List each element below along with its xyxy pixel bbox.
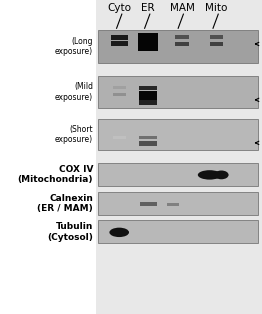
Ellipse shape (109, 228, 129, 237)
Text: Cyto: Cyto (107, 3, 131, 13)
Text: (Mild
exposure): (Mild exposure) (55, 82, 93, 102)
FancyBboxPatch shape (113, 93, 126, 96)
FancyBboxPatch shape (210, 42, 223, 46)
FancyBboxPatch shape (139, 141, 157, 146)
Text: Tubulin
(Cytosol): Tubulin (Cytosol) (47, 222, 93, 241)
FancyBboxPatch shape (98, 30, 258, 63)
FancyBboxPatch shape (175, 42, 189, 46)
FancyBboxPatch shape (139, 100, 157, 105)
FancyBboxPatch shape (98, 220, 258, 243)
Text: ER: ER (141, 3, 155, 13)
FancyBboxPatch shape (98, 119, 258, 150)
FancyBboxPatch shape (113, 136, 126, 139)
FancyBboxPatch shape (98, 76, 258, 108)
Text: MAM: MAM (170, 3, 194, 13)
FancyBboxPatch shape (139, 136, 157, 139)
Text: (Short
exposure): (Short exposure) (55, 125, 93, 144)
FancyBboxPatch shape (111, 35, 128, 40)
FancyBboxPatch shape (140, 202, 157, 206)
FancyBboxPatch shape (98, 163, 258, 186)
FancyBboxPatch shape (138, 33, 158, 40)
FancyBboxPatch shape (175, 35, 189, 39)
Text: Mito: Mito (205, 3, 227, 13)
Text: Calnexin
(ER / MAM): Calnexin (ER / MAM) (37, 194, 93, 213)
FancyBboxPatch shape (139, 86, 157, 90)
FancyBboxPatch shape (139, 91, 157, 100)
FancyBboxPatch shape (98, 192, 258, 215)
FancyBboxPatch shape (138, 39, 158, 51)
FancyBboxPatch shape (167, 203, 179, 206)
FancyBboxPatch shape (0, 0, 96, 314)
Ellipse shape (198, 170, 221, 180)
FancyBboxPatch shape (111, 41, 128, 46)
FancyBboxPatch shape (113, 86, 126, 89)
Ellipse shape (214, 171, 228, 179)
FancyBboxPatch shape (210, 35, 223, 39)
Text: COX IV
(Mitochondria): COX IV (Mitochondria) (18, 165, 93, 184)
Text: (Long
exposure): (Long exposure) (55, 37, 93, 56)
